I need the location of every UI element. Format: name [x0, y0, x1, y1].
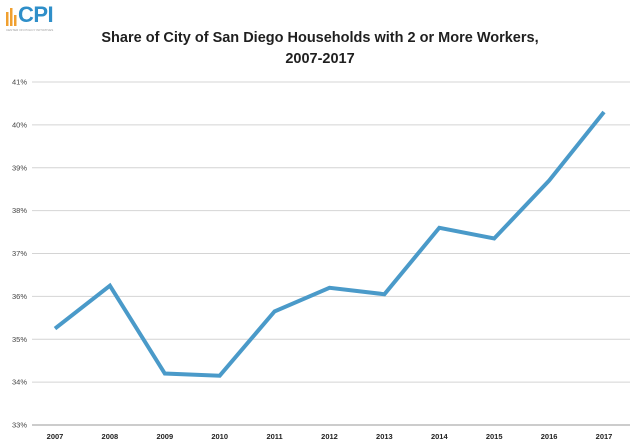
gridlines — [32, 81, 630, 426]
cpi-logo: CPI CENTER ON POLICY INITIATIVES — [4, 2, 74, 34]
logo-bars-icon — [6, 8, 17, 26]
series-layer — [53, 110, 606, 378]
y-tick-label: 39% — [12, 163, 27, 172]
chart-title-line-2: 2007-2017 — [285, 51, 355, 67]
x-tick-label: 2008 — [102, 432, 119, 441]
x-tick-label: 2012 — [321, 432, 338, 441]
y-tick-label: 35% — [12, 335, 27, 344]
x-tick-label: 2011 — [266, 432, 282, 441]
y-tick-label: 36% — [12, 292, 27, 301]
x-tick-label: 2009 — [156, 432, 173, 441]
y-tick-label: 40% — [12, 120, 27, 129]
y-tick-label: 38% — [12, 206, 27, 215]
x-tick-label: 2010 — [211, 432, 228, 441]
x-tick-label: 2015 — [486, 432, 503, 441]
y-tick-label: 37% — [12, 249, 27, 258]
x-tick-label: 2014 — [431, 432, 449, 441]
series-line — [53, 110, 606, 378]
y-tick-label: 34% — [12, 378, 27, 387]
y-tick-label: 41% — [12, 78, 27, 87]
chart-title: Share of City of San Diego Households wi… — [0, 28, 640, 70]
logo-subtext: CENTER ON POLICY INITIATIVES — [6, 28, 54, 32]
logo-text: CPI — [18, 2, 54, 27]
x-axis-ticks: 2007 2008 2009 2010 2011 2012 2013 2014 2015 2016… — [47, 432, 613, 441]
x-tick-label: 2007 — [47, 432, 64, 441]
x-tick-label: 2017 — [596, 432, 613, 441]
x-tick-label: 2013 — [376, 432, 393, 441]
x-tick-label: 2016 — [541, 432, 558, 441]
chart-title-line-1: Share of City of San Diego Households wi… — [101, 30, 539, 46]
y-axis-ticks: 33% 34% 35% 36% 37% 38% 39% 40% 41% — [12, 78, 27, 430]
y-tick-label: 33% — [12, 421, 27, 430]
